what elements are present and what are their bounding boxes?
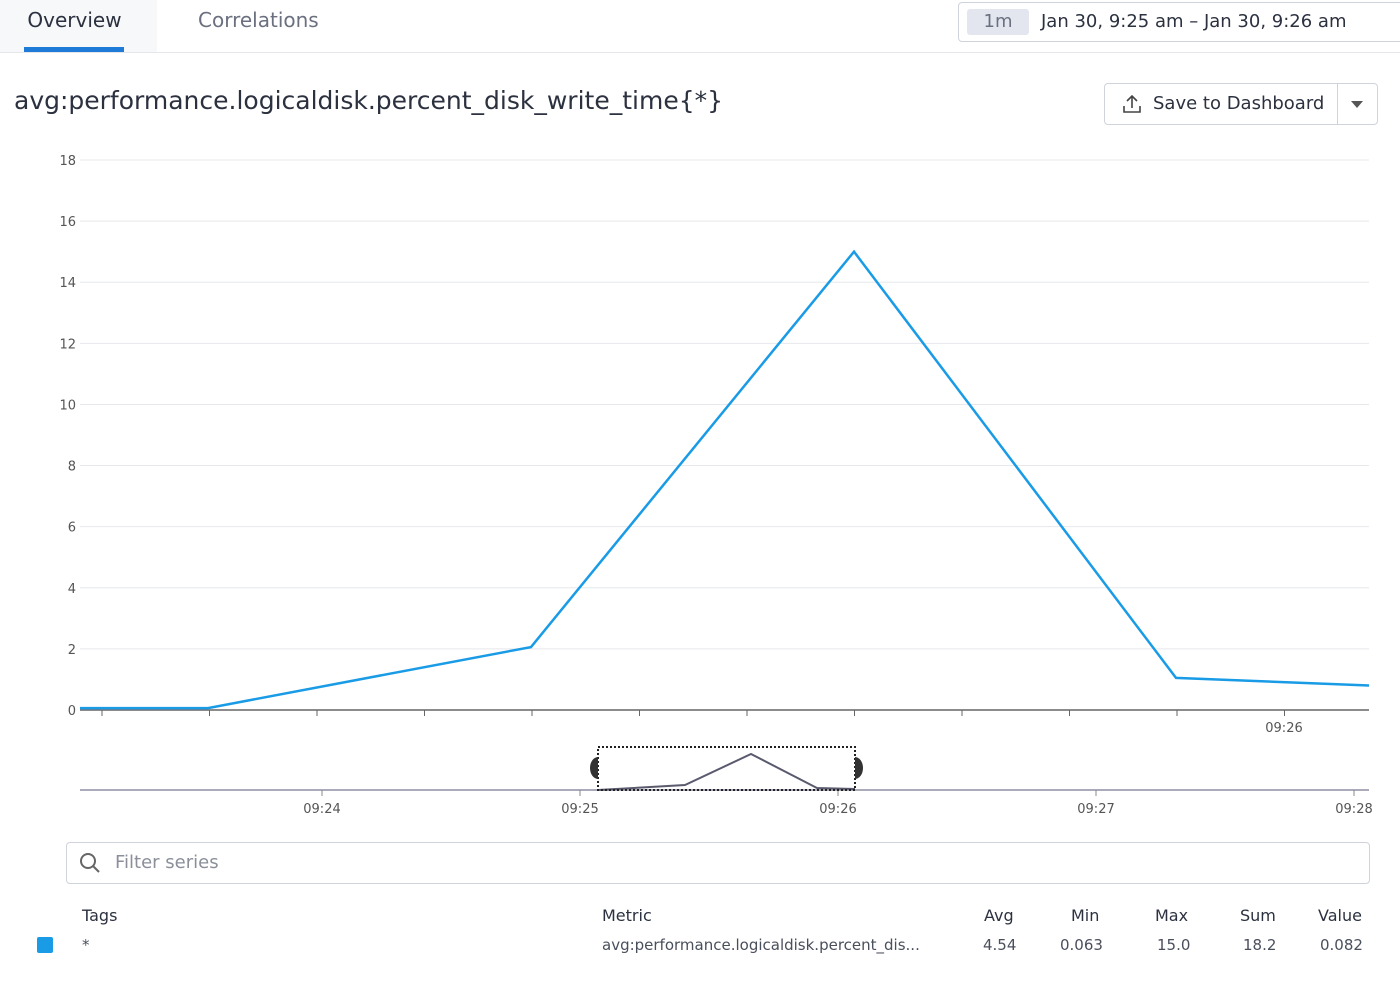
interval-badge: 1m [967, 9, 1029, 35]
divider [1337, 84, 1338, 124]
y-tick-label: 10 [59, 398, 76, 413]
navigator-label: 09:24 [303, 802, 340, 817]
col-tags[interactable]: Tags [82, 906, 118, 925]
row-metric: avg:performance.logicaldisk.percent_dis.… [602, 936, 920, 954]
navigator-label: 09:27 [1077, 802, 1114, 817]
drag-handle-right [855, 757, 863, 779]
y-tick-label: 0 [68, 704, 76, 719]
row-value: 0.082 [1320, 936, 1363, 954]
tab-bar: Overview Correlations [0, 0, 1400, 53]
col-max[interactable]: Max [1155, 906, 1189, 925]
col-value[interactable]: Value [1318, 906, 1362, 925]
y-tick-label: 4 [68, 582, 76, 597]
chevron-down-icon[interactable] [1351, 101, 1363, 108]
timeseries-chart[interactable]: 0 2 4 6 8 10 12 14 16 18 09:26 09:24 09:25 09:26 09:27… [0, 140, 1400, 830]
search-icon [80, 853, 100, 873]
row-tag: * [82, 936, 90, 954]
y-tick-label: 8 [68, 460, 76, 475]
navigator-label: 09:26 [819, 802, 856, 817]
time-range-picker[interactable]: 1m Jan 30, 9:25 am – Jan 30, 9:26 am [958, 2, 1400, 42]
y-tick-label: 18 [59, 154, 76, 169]
row-sum: 18.2 [1243, 936, 1277, 954]
tab-label: Overview [27, 8, 122, 32]
row-avg: 4.54 [983, 936, 1017, 954]
x-tick-label: 09:26 [1265, 721, 1302, 736]
time-range-text: Jan 30, 9:25 am – Jan 30, 9:26 am [1041, 11, 1347, 32]
drag-handle-left [590, 757, 598, 779]
series-color-swatch [37, 937, 53, 953]
y-tick-label: 16 [59, 215, 76, 230]
col-metric[interactable]: Metric [602, 906, 652, 925]
tab-overview[interactable]: Overview [0, 0, 157, 52]
save-to-dashboard-button[interactable]: Save to Dashboard [1104, 83, 1378, 125]
page-title: avg:performance.logicaldisk.percent_disk… [14, 86, 724, 115]
filter-series-input[interactable] [66, 842, 1370, 884]
col-avg[interactable]: Avg [984, 906, 1014, 925]
y-tick-label: 6 [68, 521, 76, 536]
navigator-selection [597, 746, 856, 791]
tab-correlations[interactable]: Correlations [198, 0, 319, 52]
col-min[interactable]: Min [1071, 906, 1100, 925]
series-line [80, 249, 1370, 710]
filter-input[interactable] [113, 851, 1317, 874]
y-tick-label: 12 [59, 337, 76, 352]
row-min: 0.063 [1060, 936, 1103, 954]
tab-label: Correlations [198, 8, 319, 32]
y-tick-label: 2 [68, 643, 76, 658]
navigator-label: 09:28 [1335, 802, 1372, 817]
col-sum[interactable]: Sum [1240, 906, 1276, 925]
y-tick-label: 14 [59, 276, 76, 291]
upload-icon [1123, 94, 1141, 113]
navigator-label: 09:25 [561, 802, 598, 817]
row-max: 15.0 [1157, 936, 1191, 954]
navigator-line [597, 752, 856, 791]
save-label: Save to Dashboard [1153, 93, 1325, 114]
